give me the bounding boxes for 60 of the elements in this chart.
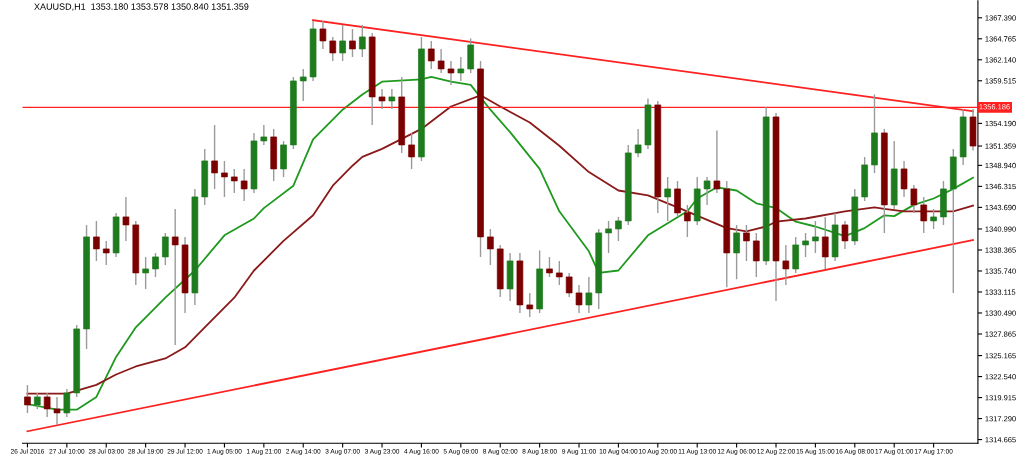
candlestick: [605, 220, 612, 254]
candlestick: [920, 196, 928, 234]
candlestick: [821, 216, 829, 270]
candlestick: [900, 160, 908, 198]
candlestick: [437, 48, 445, 74]
candlestick: [339, 24, 346, 62]
candlestick: [792, 236, 800, 274]
candlestick: [615, 216, 622, 242]
candlestick: [556, 260, 563, 286]
candlestick: [487, 228, 494, 266]
candlestick: [240, 168, 248, 202]
candlestick: [299, 68, 307, 102]
candlestick: [378, 88, 386, 110]
candlestick: [427, 40, 435, 70]
candlestick: [910, 184, 918, 214]
candlestick: [142, 256, 149, 290]
candlestick: [674, 180, 681, 218]
chart-title: XAUUSD,H1 1353.180 1353.578 1350.840 1351.359: [34, 3, 249, 11]
candlestick: [841, 220, 849, 250]
candlestick: [447, 60, 455, 86]
candlestick: [53, 396, 61, 426]
candlestick: [565, 272, 573, 298]
candlestick: [585, 276, 593, 314]
candlestick: [388, 88, 396, 110]
candlestick: [743, 224, 750, 262]
candlestick: [713, 129, 721, 194]
candlestick: [43, 392, 51, 418]
candlestick: [230, 168, 238, 194]
candlestick: [812, 220, 819, 254]
candlestick: [457, 56, 465, 82]
candlestick: [782, 244, 790, 286]
candlestick: [319, 20, 327, 50]
candlestick: [171, 208, 179, 346]
candlestick: [349, 28, 356, 58]
candlestick: [703, 176, 711, 206]
candlestick: [162, 232, 169, 266]
candlestick: [684, 204, 691, 238]
candlestick: [408, 132, 415, 170]
candlestick: [634, 128, 642, 158]
candlestick: [152, 252, 159, 278]
candlestick: [467, 37, 474, 74]
candlestick: [211, 124, 218, 190]
candlestick: [102, 240, 110, 266]
candlestick: [280, 140, 287, 178]
candlestick: [221, 160, 228, 198]
candlestick: [526, 292, 534, 318]
candlestick: [930, 208, 937, 230]
candlestick: [802, 232, 809, 258]
candlestick: [753, 232, 760, 278]
candlestick: [260, 124, 268, 146]
candlestick: [664, 176, 671, 222]
candlestick: [329, 36, 337, 62]
candlestick: [122, 196, 130, 242]
candlestick: [24, 384, 31, 414]
candlestick: [733, 224, 740, 280]
candlestick: [63, 388, 71, 418]
candlestick: [93, 220, 100, 262]
candlestick: [575, 284, 583, 314]
candlestick: [359, 24, 366, 58]
candlestick: [546, 256, 553, 278]
